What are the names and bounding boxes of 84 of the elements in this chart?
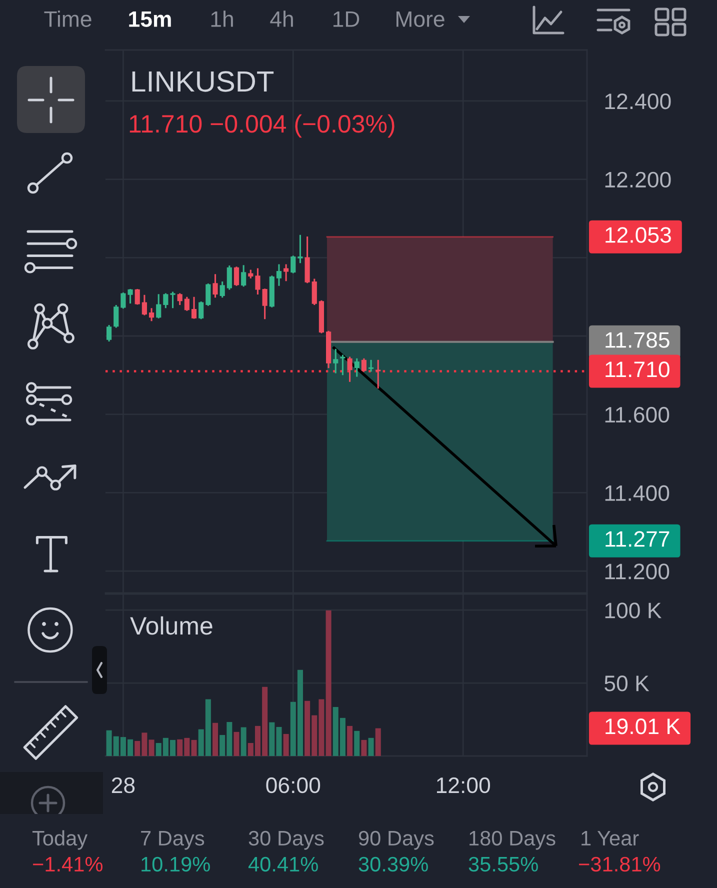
bar xyxy=(368,738,374,756)
text: 30 Days xyxy=(248,830,324,850)
text: 30.39% xyxy=(358,856,428,872)
y-tick-label: 12.400 xyxy=(605,93,671,110)
candlestick xyxy=(361,358,366,372)
candlestick xyxy=(326,330,332,368)
candlestick xyxy=(318,300,324,334)
candlestick xyxy=(333,348,338,374)
candlestick xyxy=(163,293,168,308)
y-tick-label: 100 K xyxy=(605,602,662,618)
text: 1 Year xyxy=(582,831,639,846)
text: 180 Days xyxy=(470,830,556,850)
candlestick xyxy=(198,302,204,320)
text: −1.41% xyxy=(33,856,102,872)
text: 7 Days xyxy=(141,831,204,850)
candlestick xyxy=(156,294,162,318)
text: Today xyxy=(32,830,88,850)
candlestick xyxy=(234,266,240,286)
candlestick xyxy=(106,325,112,342)
candlestick xyxy=(312,278,317,306)
candlestick xyxy=(255,268,260,294)
candlestick xyxy=(269,276,274,308)
candlestick xyxy=(340,354,346,376)
text: 35.55% xyxy=(468,856,538,872)
bar xyxy=(212,722,218,756)
bar xyxy=(354,730,360,756)
y-tick-label: 50 K xyxy=(604,676,650,692)
candlestick xyxy=(206,284,211,306)
candlestick xyxy=(354,358,360,377)
bar xyxy=(375,728,381,756)
bar xyxy=(234,732,240,756)
candlestick xyxy=(248,270,254,278)
bar xyxy=(361,740,367,756)
x-tick-label: 28 xyxy=(112,777,135,794)
x-tick-label: 12:00 xyxy=(436,777,490,794)
text: 1D xyxy=(333,11,360,27)
candlestick xyxy=(368,360,374,372)
candlestick xyxy=(304,236,310,284)
text: More xyxy=(396,11,444,27)
candlestick xyxy=(262,288,268,320)
text: 40.41% xyxy=(248,856,318,872)
candlestick xyxy=(184,296,190,311)
candlestick xyxy=(298,234,303,264)
candlestick xyxy=(212,274,218,298)
candlestick xyxy=(284,264,289,282)
candlestick xyxy=(290,256,296,274)
ref-line-label: 12.053 xyxy=(606,227,671,243)
x-tick-label: 06:00 xyxy=(266,777,320,794)
bar xyxy=(283,734,289,756)
bar xyxy=(326,610,332,756)
text: 10.19% xyxy=(142,856,210,872)
y-tick-label: 11.600 xyxy=(605,406,670,423)
candlestick xyxy=(148,308,154,322)
candlestick xyxy=(376,360,381,388)
candlestick xyxy=(191,296,197,319)
y-tick-label: 11.200 xyxy=(605,564,670,580)
bar xyxy=(148,740,154,756)
bar xyxy=(347,726,353,756)
text: 4h xyxy=(270,10,293,27)
text: 19.01 K xyxy=(606,718,680,734)
candlestick xyxy=(226,265,232,290)
candlestick xyxy=(220,282,225,298)
text: Time xyxy=(44,10,92,27)
ref-line-label: 11.277 xyxy=(606,531,670,547)
candlestick xyxy=(114,305,119,328)
candlestick xyxy=(347,356,352,382)
candlestick xyxy=(241,265,246,287)
candlestick xyxy=(276,264,282,286)
text: 15m xyxy=(129,11,171,27)
text: 90 Days xyxy=(358,830,434,850)
text: LINKUSDT xyxy=(132,71,274,92)
text: Volume xyxy=(130,616,212,635)
candlestick xyxy=(177,293,182,306)
text: 1h xyxy=(211,10,233,27)
y-tick-label: 12.200 xyxy=(605,172,671,188)
candlestick xyxy=(142,294,147,316)
candlestick xyxy=(170,292,176,308)
y-tick-label: 11.400 xyxy=(605,485,670,501)
candlestick xyxy=(134,288,140,305)
text: −31.81% xyxy=(579,856,660,872)
ref-line-label: 11.785 xyxy=(606,332,670,348)
ref-line-label: 11.710 xyxy=(606,361,670,378)
text: 11.710 −0.004 (−0.03%) xyxy=(130,114,394,138)
bar xyxy=(240,727,246,756)
